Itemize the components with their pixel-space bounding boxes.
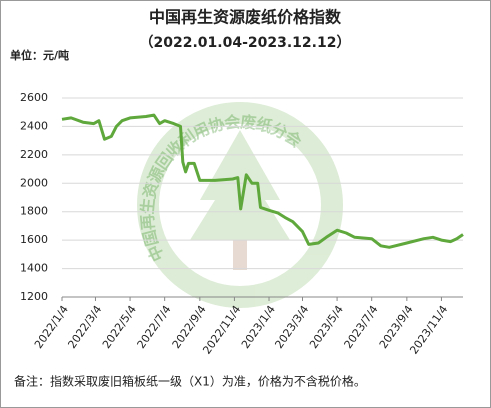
line-series [61, 113, 464, 249]
y-tick-label: 2200 [20, 148, 48, 161]
y-tick-label: 1400 [20, 262, 48, 275]
y-tick-label: 2000 [20, 176, 48, 189]
y-tick-label: 1800 [20, 205, 48, 218]
y-tick-label: 1600 [20, 233, 48, 246]
y-tick-label: 2400 [20, 119, 48, 132]
chart-title: 中国再生资源废纸价格指数 [149, 8, 342, 27]
unit-label: 单位：元/吨 [10, 48, 69, 62]
chart-subtitle: （2022.01.04-2023.12.12） [140, 35, 351, 51]
footnote: 备注：指数采取废旧箱板纸一级（X1）为准，价格为不含税价格。 [14, 374, 366, 389]
y-tick-label: 2600 [20, 91, 48, 104]
y-tick-label: 1200 [20, 290, 48, 303]
